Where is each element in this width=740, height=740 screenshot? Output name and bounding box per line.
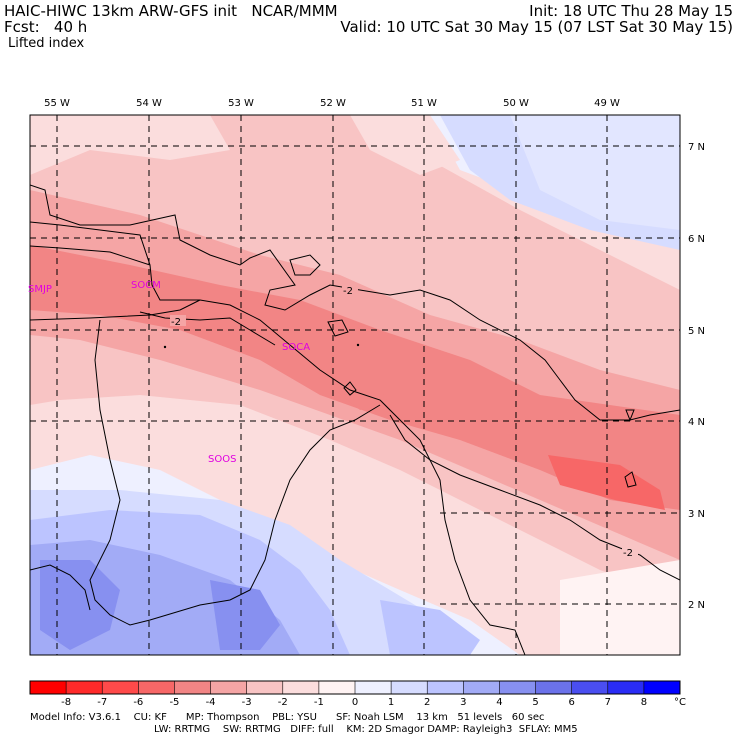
contour-label: -2	[623, 548, 633, 559]
colorbar-tick-label: 2	[424, 697, 430, 708]
colorbar-tick-label: -6	[133, 697, 143, 708]
lon-label: 55 W	[44, 98, 70, 109]
point-marker	[356, 343, 360, 347]
lat-label: 7 N	[688, 142, 705, 153]
colorbar-tick-label: -1	[314, 697, 324, 708]
colorbar-tick-label: 0	[352, 697, 358, 708]
colorbar-swatch	[174, 681, 212, 694]
colorbar-tick-label: -2	[278, 697, 288, 708]
header-valid-time: Valid: 10 UTC Sat 30 May 15 (07 LST Sat …	[340, 18, 733, 36]
colorbar-swatch	[643, 681, 681, 694]
colorbar-swatch	[499, 681, 537, 694]
lat-label: 5 N	[688, 326, 705, 337]
colorbar-tick-label: -7	[97, 697, 107, 708]
colorbar-tick-label: 4	[496, 697, 502, 708]
colorbar-swatch	[282, 681, 320, 694]
color-scale-bar: -8 -7 -6 -5 -4 -3 -2 -1 0 1 2 3 4 5 6 7 8 °C	[29, 680, 686, 708]
lat-label: 2 N	[688, 600, 705, 611]
colorbar-tick-label: 7	[605, 697, 611, 708]
colorbar-tick-label: 8	[641, 697, 647, 708]
colorbar-tick-label: 5	[532, 697, 538, 708]
lat-label: 6 N	[688, 234, 705, 245]
station-label-smjp: SMJP	[28, 284, 52, 295]
colorbar-swatch	[355, 681, 392, 694]
colorbar-swatch	[427, 681, 464, 694]
lon-label: 51 W	[411, 98, 437, 109]
colorbar-swatch	[463, 681, 500, 694]
lon-label: 49 W	[594, 98, 620, 109]
map-frame	[29, 114, 681, 656]
colorbar-swatch	[102, 681, 139, 694]
lon-label: 52 W	[320, 98, 346, 109]
colorbar-tick-label: 3	[460, 697, 466, 708]
lat-label: 4 N	[688, 417, 705, 428]
colorbar-tick-label: -4	[206, 697, 216, 708]
colorbar-swatch	[210, 681, 248, 694]
colorbar-swatch	[30, 681, 67, 694]
colorbar-swatch	[535, 681, 573, 694]
longitude-labels: 55 W 54 W 53 W 52 W 51 W 50 W 49 W	[44, 98, 620, 109]
colorbar-tick-label: 6	[568, 697, 574, 708]
header-init: Init: 18 UTC Thu 28 May 15	[529, 2, 733, 20]
colorbar-swatch	[571, 681, 609, 694]
station-label-socm: SOCM	[131, 280, 161, 291]
footer-model-info: Model Info: V3.6.1 CU: KF MP: Thompson P…	[30, 712, 545, 723]
colorbar-swatch	[391, 681, 428, 694]
colorbar-tick-label: -3	[242, 697, 252, 708]
political-boundaries	[30, 245, 526, 655]
header-title: HAIC-HIWC 13km ARW-GFS init NCAR/MMM	[4, 2, 338, 20]
colorbar-swatch	[318, 681, 356, 694]
header-forecast-hour: Fcst: 40 h	[4, 18, 88, 36]
contour-labels: -2 -2 -2	[170, 284, 638, 559]
colorbar-swatch	[607, 681, 645, 694]
shaded-field	[30, 115, 680, 655]
lon-label: 53 W	[228, 98, 254, 109]
lat-lon-grid	[30, 115, 680, 655]
lat-label: 3 N	[688, 509, 705, 520]
station-label-soos: SOOS	[208, 454, 236, 465]
colorbar-swatch	[66, 681, 103, 694]
colorbar-tick-label: -8	[61, 697, 71, 708]
contour-label: -2	[171, 317, 181, 328]
colorbar-swatch	[246, 681, 284, 694]
footer-physics-info: LW: RRTMG SW: RRTMG DIFF: full KM: 2D Sm…	[154, 724, 578, 735]
colorbar-tick-label: 1	[388, 697, 394, 708]
point-marker	[163, 345, 167, 349]
station-label-soca: SOCA	[282, 342, 310, 353]
colorbar-tick-label: -5	[169, 697, 179, 708]
lon-label: 50 W	[503, 98, 529, 109]
colorbar-swatch	[138, 681, 175, 694]
latitude-labels: 7 N 6 N 5 N 4 N 3 N 2 N	[688, 142, 705, 611]
field-name: Lifted index	[8, 36, 85, 51]
colorbar-unit: °C	[674, 697, 686, 708]
station-labels: SMJP SOCM SOCA SOOS	[28, 280, 310, 465]
contour-label: -2	[343, 286, 353, 297]
lon-label: 54 W	[136, 98, 162, 109]
